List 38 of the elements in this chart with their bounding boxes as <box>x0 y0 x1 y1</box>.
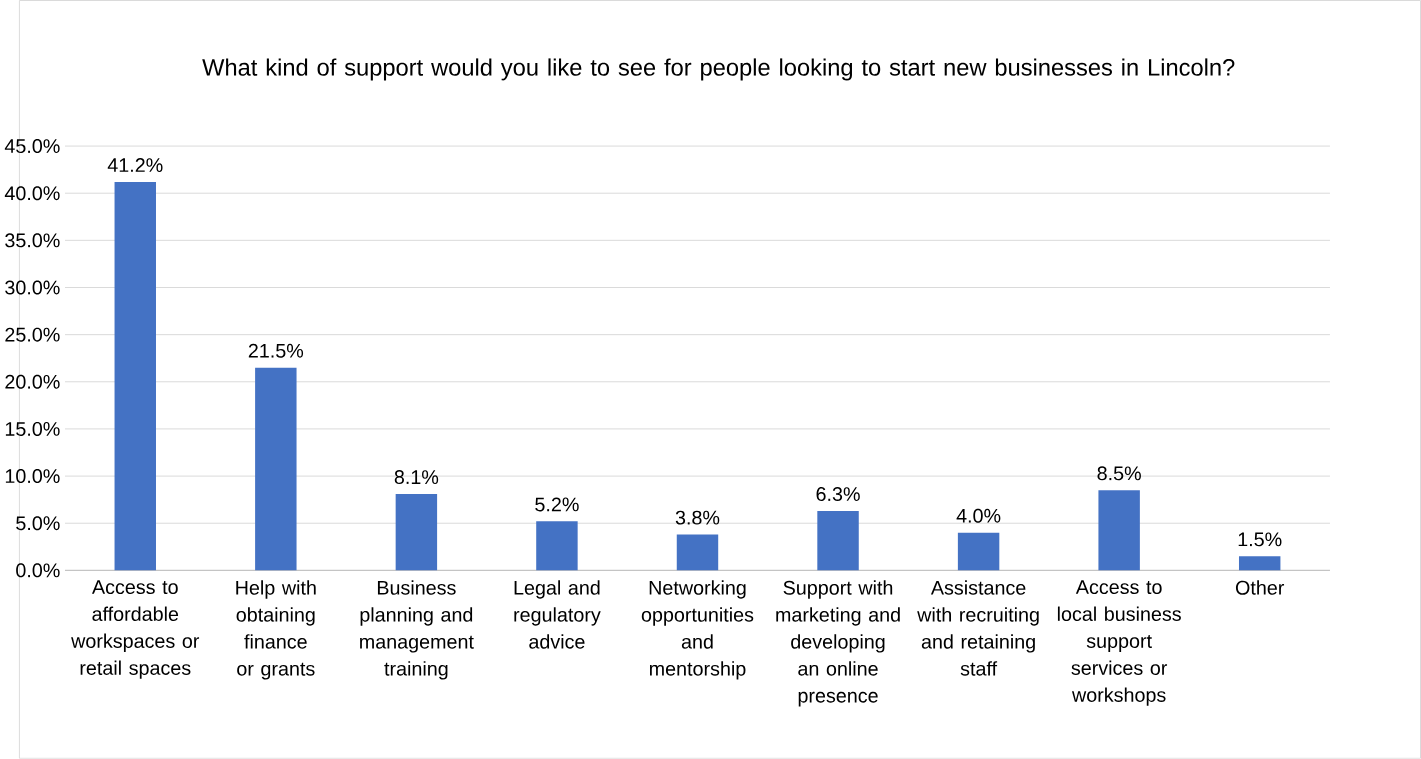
bar <box>114 182 156 571</box>
bar <box>1098 490 1140 571</box>
y-tick-label: 35.0% <box>5 233 60 248</box>
x-tick-label: Other <box>1235 580 1285 595</box>
data-label: 5.2% <box>535 497 579 512</box>
y-tick-label: 0.0% <box>16 563 60 578</box>
x-tick-label: Assistance with recruiting and retaining staff <box>917 580 1039 676</box>
x-tick-label: Access to affordable workspaces or retail spaces <box>71 580 200 679</box>
y-tick-label: 25.0% <box>5 327 60 342</box>
data-label: 8.1% <box>394 470 439 485</box>
y-tick-label: 45.0% <box>4 139 60 154</box>
x-tick-label: Legal and regulatory advice <box>514 580 601 649</box>
bar <box>536 521 578 571</box>
y-tick-label: 40.0% <box>4 186 60 201</box>
bar <box>957 532 1000 571</box>
y-tick-label: 10.0% <box>5 469 60 484</box>
x-tick-label: Support with marketing and developing an online presence <box>776 580 900 707</box>
bar <box>676 534 719 571</box>
x-tick-label: Access to local business support services or workshops <box>1057 580 1181 706</box>
data-label: 8.5% <box>1097 466 1141 481</box>
y-tick-label: 20.0% <box>5 374 60 389</box>
bar <box>255 367 297 571</box>
y-tick-label: 30.0% <box>5 280 60 295</box>
data-label: 3.8% <box>675 510 720 525</box>
x-tick-label: Help with obtaining finance or grants <box>236 580 316 680</box>
data-label: 41.2% <box>107 158 163 173</box>
chart-title: What kind of support would you like to see for people looking to start new businesses in Lincoln? <box>202 58 1235 81</box>
bar <box>395 494 438 571</box>
bar <box>817 511 859 571</box>
y-tick-label: 15.0% <box>5 422 60 437</box>
x-tick-label: Networking opportunities and mentorship <box>641 580 754 680</box>
bar <box>1238 556 1281 571</box>
data-label: 6.3% <box>816 487 860 502</box>
data-label: 21.5% <box>248 343 304 358</box>
x-tick-label: Business planning and management training <box>360 580 474 680</box>
y-tick-label: 5.0% <box>16 516 60 531</box>
data-label: 4.0% <box>956 508 1001 523</box>
data-label: 1.5% <box>1238 532 1282 547</box>
